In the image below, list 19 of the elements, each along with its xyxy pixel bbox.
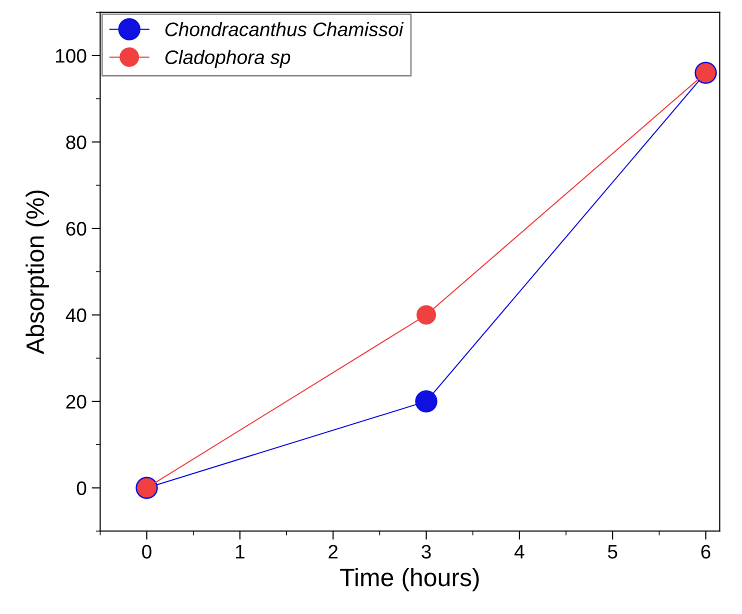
y-tick-label: 80 xyxy=(66,135,86,150)
y-tick-label: 60 xyxy=(66,222,86,236)
y-tick-label: 40 xyxy=(66,308,86,322)
x-tick-label: 4 xyxy=(514,545,524,558)
x-tick-label: 5 xyxy=(608,545,618,559)
point xyxy=(416,305,436,325)
point xyxy=(415,390,438,413)
legend-label: Chondracanthus Chamissoi xyxy=(165,22,404,36)
y-axis-title: Absorption (%) xyxy=(26,190,49,354)
x-tick-label: 1 xyxy=(236,545,244,558)
x-tick-label: 2 xyxy=(328,544,338,558)
legend-label: Cladophora sp xyxy=(165,50,290,68)
y-tick-label: 20 xyxy=(66,394,86,409)
x-tick-label: 0 xyxy=(142,544,152,559)
x-axis-title: Time (hours) xyxy=(340,568,479,592)
y-tick-label: 0 xyxy=(76,481,86,496)
x-tick-label: 3 xyxy=(422,544,431,559)
y-tick-label: 100 xyxy=(56,48,86,63)
x-tick-label: 6 xyxy=(701,544,710,559)
